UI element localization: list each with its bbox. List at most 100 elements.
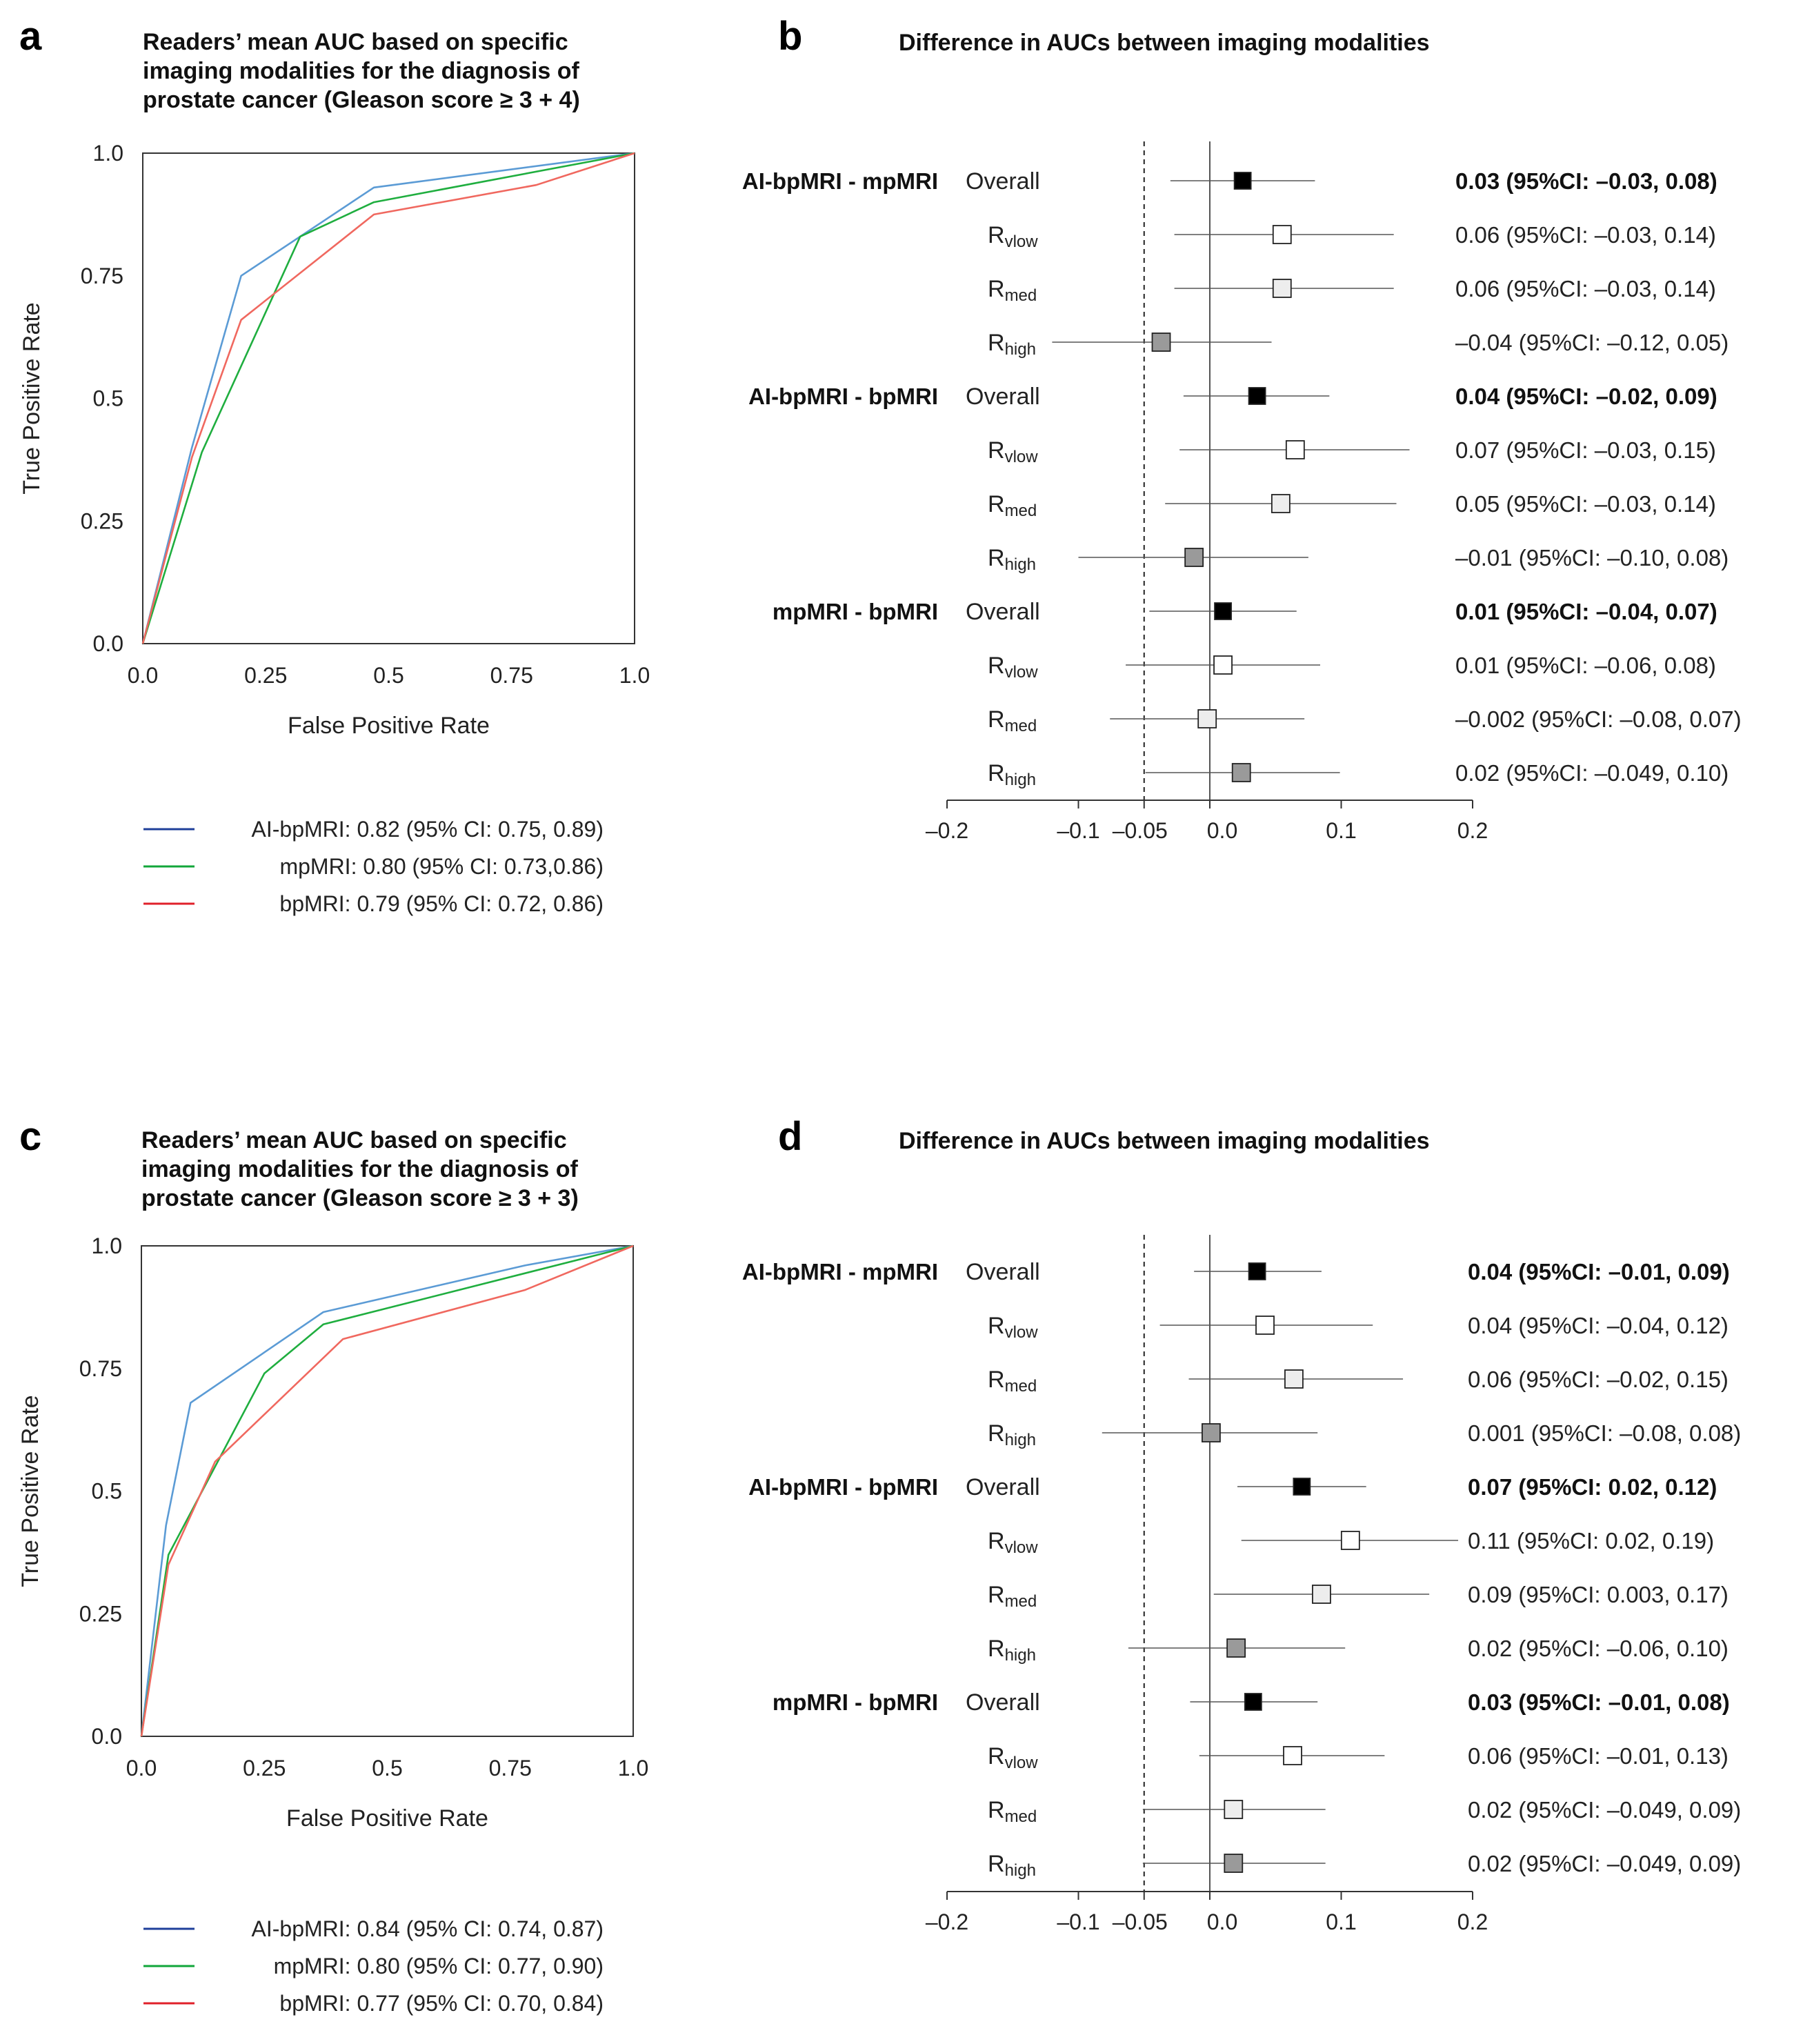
estimate-marker-high <box>1224 1854 1244 1873</box>
row-label-vlow: Rvlow <box>988 1313 1038 1342</box>
row-label-high: Rhigh <box>988 545 1036 574</box>
row-label-high: Rhigh <box>988 1851 1036 1880</box>
row-label-med: Rmed <box>988 706 1037 735</box>
roc-line-bp <box>141 152 635 644</box>
estimate-marker-vlow <box>1285 440 1305 459</box>
y-tick-label: 0.5 <box>93 386 123 411</box>
estimate-marker-high <box>1202 1423 1221 1442</box>
x-axis-label: False Positive Rate <box>286 1805 488 1832</box>
group-label: AI-bpMRI - bpMRI <box>748 1474 938 1500</box>
x-tick-label: 0.75 <box>490 663 533 688</box>
ci-text: 0.02 (95%CI: –0.049, 0.10) <box>1455 760 1729 786</box>
ci-text: 0.07 (95%CI: 0.02, 0.12) <box>1468 1474 1717 1500</box>
estimate-marker-med <box>1224 1800 1244 1819</box>
roc-line-ai <box>141 152 635 644</box>
ci-text: 0.09 (95%CI: 0.003, 0.17) <box>1468 1582 1729 1607</box>
x-tick-label: –0.2 <box>926 818 968 843</box>
y-tick-label: 0.75 <box>81 264 123 288</box>
ci-text: 0.02 (95%CI: –0.06, 0.10) <box>1468 1636 1729 1661</box>
ci-text: –0.04 (95%CI: –0.12, 0.05) <box>1455 330 1729 355</box>
row-label-overall: Overall <box>966 599 1040 625</box>
estimate-marker-med <box>1272 279 1292 298</box>
estimate-marker-high <box>1226 1638 1246 1658</box>
group-label: AI-bpMRI - mpMRI <box>742 168 938 194</box>
roc-line-mp <box>141 152 635 644</box>
ci-text: 0.06 (95%CI: –0.02, 0.15) <box>1468 1367 1729 1392</box>
roc-line-mp <box>140 1244 634 1737</box>
ci-text: 0.11 (95%CI: 0.02, 0.19) <box>1468 1528 1714 1554</box>
row-label-overall: Overall <box>966 168 1040 195</box>
ci-text: 0.04 (95%CI: –0.01, 0.09) <box>1468 1259 1730 1284</box>
estimate-marker-vlow <box>1213 655 1233 675</box>
estimate-marker-overall <box>1248 1262 1266 1280</box>
estimate-marker-overall <box>1233 172 1252 190</box>
row-label-med: Rmed <box>988 1797 1037 1826</box>
panel-letter-c: c <box>19 1114 41 1159</box>
estimate-marker-overall <box>1248 387 1266 405</box>
x-tick-label: 0.75 <box>489 1756 532 1780</box>
row-label-overall: Overall <box>966 1474 1040 1500</box>
x-tick-label: 0.25 <box>243 1756 286 1780</box>
estimate-marker-vlow <box>1255 1316 1275 1335</box>
ci-text: 0.02 (95%CI: –0.049, 0.09) <box>1468 1851 1741 1876</box>
row-label-overall: Overall <box>966 384 1040 410</box>
x-tick-label: 0.2 <box>1457 1909 1488 1934</box>
row-label-med: Rmed <box>988 1582 1037 1611</box>
y-tick-label: 0.0 <box>93 631 123 656</box>
x-tick-label: 0.0 <box>1207 818 1237 843</box>
ci-text: 0.01 (95%CI: –0.06, 0.08) <box>1455 653 1716 678</box>
ci-text: 0.001 (95%CI: –0.08, 0.08) <box>1468 1420 1741 1446</box>
ci-text: 0.07 (95%CI: –0.03, 0.15) <box>1455 437 1716 463</box>
row-label-med: Rmed <box>988 276 1037 305</box>
plot-frame <box>142 152 635 644</box>
row-label-overall: Overall <box>966 1259 1040 1285</box>
ci-text: 0.04 (95%CI: –0.02, 0.09) <box>1455 384 1717 409</box>
ci-text: –0.01 (95%CI: –0.10, 0.08) <box>1455 545 1729 570</box>
estimate-marker-med <box>1312 1585 1331 1604</box>
chart-title-line: prostate cancer (Gleason score ≥ 3 + 3) <box>141 1185 579 1211</box>
row-label-high: Rhigh <box>988 1420 1036 1449</box>
chart-title-line: imaging modalities for the diagnosis of <box>143 58 580 84</box>
forest-plot-d: Difference in AUCs between imaging modal… <box>742 1128 1741 1934</box>
y-tick-label: 0.0 <box>92 1724 122 1749</box>
row-label-high: Rhigh <box>988 760 1036 789</box>
row-label-med: Rmed <box>988 491 1037 520</box>
estimate-marker-overall <box>1293 1478 1311 1496</box>
legend-label-ai: AI-bpMRI: 0.84 (95% CI: 0.74, 0.87) <box>252 1916 604 1941</box>
group-label: mpMRI - bpMRI <box>773 599 938 624</box>
row-label-vlow: Rvlow <box>988 1528 1038 1557</box>
panel-letter-b: b <box>778 14 802 59</box>
row-label-med: Rmed <box>988 1367 1037 1396</box>
x-tick-label: 0.1 <box>1326 1909 1356 1934</box>
ci-text: 0.06 (95%CI: –0.01, 0.13) <box>1468 1743 1729 1769</box>
estimate-marker-high <box>1151 333 1171 352</box>
y-tick-label: 0.25 <box>81 508 123 533</box>
x-tick-label: 0.0 <box>1207 1909 1237 1934</box>
row-label-high: Rhigh <box>988 330 1036 359</box>
legend-label-ai: AI-bpMRI: 0.82 (95% CI: 0.75, 0.89) <box>252 817 604 842</box>
y-tick-label: 0.25 <box>79 1601 122 1626</box>
ci-text: 0.05 (95%CI: –0.03, 0.14) <box>1455 491 1716 517</box>
ci-text: 0.06 (95%CI: –0.03, 0.14) <box>1455 222 1716 248</box>
chart-title: Difference in AUCs between imaging modal… <box>899 30 1430 56</box>
ci-text: –0.002 (95%CI: –0.08, 0.07) <box>1455 706 1742 732</box>
ci-text: 0.02 (95%CI: –0.049, 0.09) <box>1468 1797 1741 1823</box>
chart-title-line: Readers’ mean AUC based on specific <box>143 29 568 55</box>
estimate-marker-overall <box>1244 1693 1262 1711</box>
group-label: AI-bpMRI - mpMRI <box>742 1259 938 1284</box>
row-label-high: Rhigh <box>988 1636 1036 1665</box>
x-axis-label: False Positive Rate <box>288 713 490 739</box>
y-tick-label: 1.0 <box>92 1233 122 1258</box>
legend-label-mp: mpMRI: 0.80 (95% CI: 0.73,0.86) <box>279 854 604 879</box>
x-tick-label: –0.1 <box>1057 1909 1099 1934</box>
row-label-overall: Overall <box>966 1689 1040 1716</box>
row-label-vlow: Rvlow <box>988 653 1038 682</box>
estimate-marker-med <box>1197 709 1217 728</box>
x-tick-label: 0.5 <box>373 663 404 688</box>
x-tick-label: 0.5 <box>372 1756 402 1780</box>
x-tick-label: –0.2 <box>926 1909 968 1934</box>
legend-label-bp: bpMRI: 0.79 (95% CI: 0.72, 0.86) <box>279 891 604 916</box>
roc-line-bp <box>140 1244 634 1737</box>
legend-label-bp: bpMRI: 0.77 (95% CI: 0.70, 0.84) <box>279 1991 604 2016</box>
